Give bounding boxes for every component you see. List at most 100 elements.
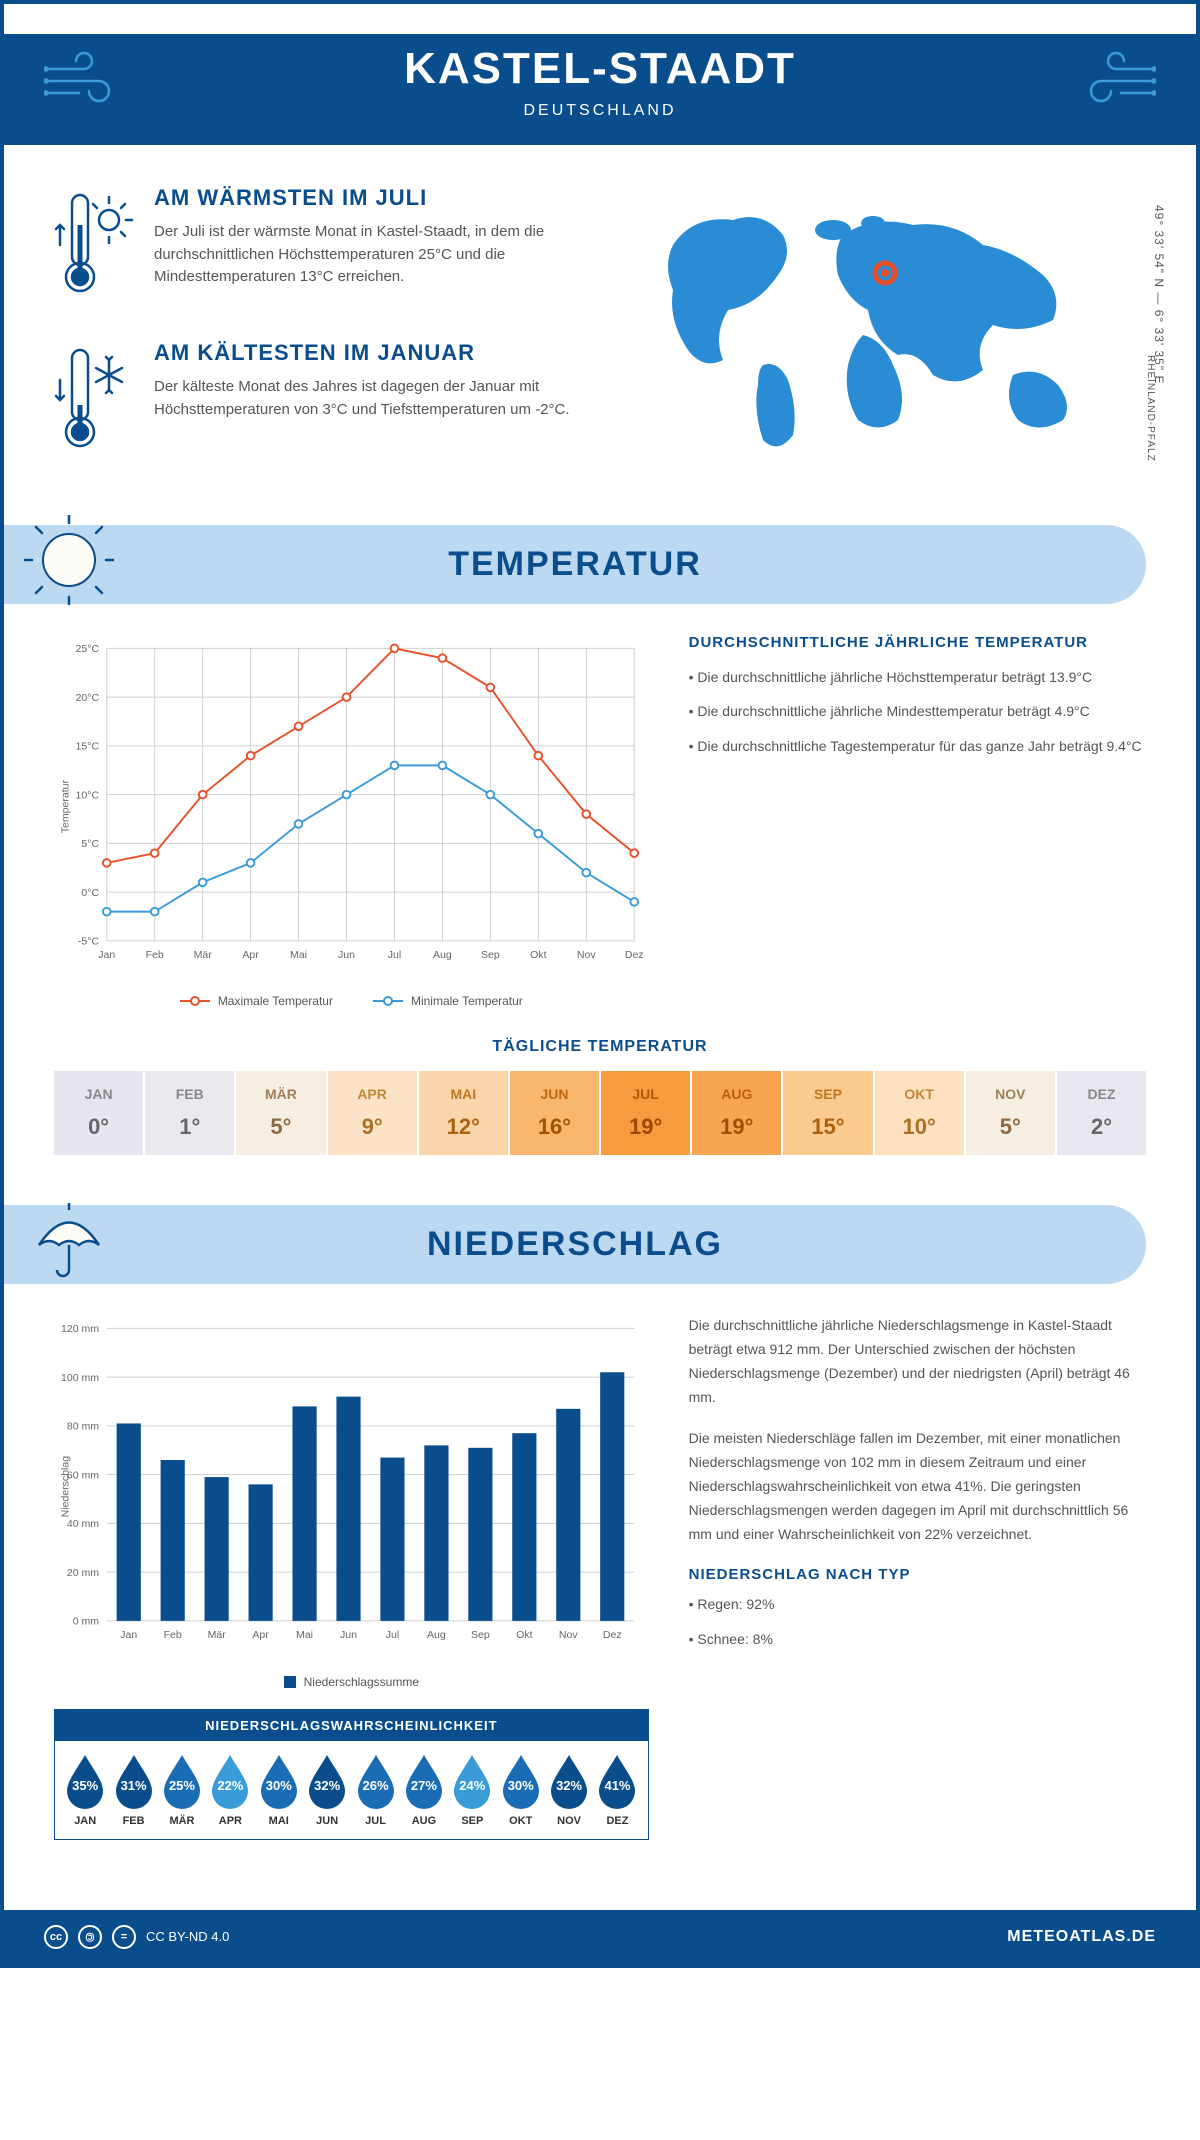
section-title: NIEDERSCHLAG [34, 1225, 1116, 1264]
footer: cc 🄯 = CC BY-ND 4.0 METEOATLAS.DE [4, 1910, 1196, 1964]
svg-text:Jun: Jun [338, 949, 355, 961]
drop-icon: 30% [499, 1753, 543, 1809]
fact-coldest: AM KÄLTESTEN IM JANUAR Der kälteste Mona… [54, 340, 580, 465]
svg-text:20°C: 20°C [76, 692, 100, 704]
by-icon: 🄯 [78, 1925, 102, 1949]
svg-text:Temperatur: Temperatur [59, 780, 71, 834]
temp-cell: AUG19° [692, 1071, 783, 1155]
section-header-temperature: TEMPERATUR [4, 525, 1146, 604]
svg-text:Nov: Nov [559, 1629, 578, 1641]
drop-icon: 26% [354, 1753, 398, 1809]
world-map [620, 185, 1146, 465]
drop-icon: 30% [257, 1753, 301, 1809]
page-subtitle: DEUTSCHLAND [404, 102, 796, 120]
svg-text:Sep: Sep [481, 949, 500, 961]
svg-text:Okt: Okt [516, 1629, 532, 1641]
section-title: TEMPERATUR [34, 545, 1116, 584]
drop-icon: 41% [595, 1753, 639, 1809]
prob-cell: 30%OKT [497, 1753, 545, 1827]
svg-text:Aug: Aug [427, 1629, 446, 1641]
daily-temp-title: TÄGLICHE TEMPERATUR [54, 1038, 1146, 1056]
svg-text:0°C: 0°C [81, 887, 99, 899]
temp-cell: JUN16° [510, 1071, 601, 1155]
prob-cell: 32%JUN [303, 1753, 351, 1827]
drop-icon: 31% [112, 1753, 156, 1809]
svg-text:Jul: Jul [388, 949, 401, 961]
content: AM WÄRMSTEN IM JULI Der Juli ist der wär… [4, 145, 1196, 1910]
precip-row: 0 mm20 mm40 mm60 mm80 mm100 mm120 mmJanF… [54, 1314, 1146, 1839]
legend-precip: Niederschlagssumme [284, 1675, 419, 1689]
prob-cell: 26%JUL [351, 1753, 399, 1827]
precip-type-bullet: • Regen: 92% [689, 1593, 1146, 1615]
svg-text:Mai: Mai [290, 949, 307, 961]
facts-column: AM WÄRMSTEN IM JULI Der Juli ist der wär… [54, 185, 580, 495]
precip-type-bullet: • Schnee: 8% [689, 1628, 1146, 1650]
precip-type-title: NIEDERSCHLAG NACH TYP [689, 1566, 1146, 1583]
stat-bullet: • Die durchschnittliche Tagestemperatur … [689, 735, 1146, 757]
stat-bullet: • Die durchschnittliche jährliche Mindes… [689, 700, 1146, 722]
title-banner: KASTEL-STAADT DEUTSCHLAND [344, 34, 856, 125]
svg-text:Apr: Apr [252, 1629, 269, 1641]
prob-row: 35%JAN31%FEB25%MÄR22%APR30%MAI32%JUN26%J… [55, 1741, 648, 1839]
page-title: KASTEL-STAADT [404, 44, 796, 94]
nd-icon: = [112, 1925, 136, 1949]
prob-title: NIEDERSCHLAGSWAHRSCHEINLICHKEIT [55, 1710, 648, 1741]
chart-legend: .legend-item:nth-child(1) .legend-line::… [54, 994, 649, 1008]
svg-text:Feb: Feb [164, 1629, 182, 1641]
stat-bullet: • Die durchschnittliche jährliche Höchst… [689, 666, 1146, 688]
temp-stats: DURCHSCHNITTLICHE JÄHRLICHE TEMPERATUR •… [689, 634, 1146, 1008]
prob-cell: 30%MAI [255, 1753, 303, 1827]
svg-text:Niederschlag: Niederschlag [59, 1456, 71, 1518]
svg-text:20 mm: 20 mm [67, 1567, 99, 1579]
drop-icon: 24% [450, 1753, 494, 1809]
prob-cell: 35%JAN [61, 1753, 109, 1827]
svg-text:Dez: Dez [603, 1629, 622, 1641]
wind-icon [1076, 49, 1156, 109]
precip-legend: Niederschlagssumme [54, 1675, 649, 1689]
prob-cell: 22%APR [206, 1753, 254, 1827]
svg-text:5°C: 5°C [81, 838, 99, 850]
svg-text:Okt: Okt [530, 949, 546, 961]
temp-cell: SEP15° [783, 1071, 874, 1155]
prob-cell: 31%FEB [109, 1753, 157, 1827]
svg-text:0 mm: 0 mm [73, 1616, 100, 1628]
drop-icon: 22% [208, 1753, 252, 1809]
stats-title: DURCHSCHNITTLICHE JÄHRLICHE TEMPERATUR [689, 634, 1146, 651]
svg-text:Apr: Apr [242, 949, 259, 961]
temp-cell: OKT10° [875, 1071, 966, 1155]
license: cc 🄯 = CC BY-ND 4.0 [44, 1925, 229, 1949]
site-name: METEOATLAS.DE [1007, 1928, 1156, 1946]
drop-icon: 25% [160, 1753, 204, 1809]
prob-cell: 41%DEZ [593, 1753, 641, 1827]
fact-title: AM WÄRMSTEN IM JULI [154, 185, 580, 211]
svg-text:80 mm: 80 mm [67, 1421, 99, 1433]
license-text: CC BY-ND 4.0 [146, 1929, 229, 1944]
precip-text: Die durchschnittliche jährliche Niedersc… [689, 1314, 1146, 1839]
drop-icon: 35% [63, 1753, 107, 1809]
prob-cell: 32%NOV [545, 1753, 593, 1827]
svg-text:Mär: Mär [208, 1629, 227, 1641]
svg-text:Jul: Jul [386, 1629, 399, 1641]
header: KASTEL-STAADT DEUTSCHLAND [4, 4, 1196, 145]
temp-cell: JUL19° [601, 1071, 692, 1155]
cc-icon: cc [44, 1925, 68, 1949]
svg-text:Jan: Jan [120, 1629, 137, 1641]
svg-text:15°C: 15°C [76, 741, 100, 753]
svg-text:120 mm: 120 mm [61, 1323, 99, 1335]
svg-text:Aug: Aug [433, 949, 452, 961]
svg-text:-5°C: -5°C [78, 936, 100, 948]
temp-chart-row: -5°C0°C5°C10°C15°C20°C25°CJanFebMärAprMa… [54, 634, 1146, 1008]
thermometer-cold-icon [54, 340, 134, 465]
precip-paragraph: Die durchschnittliche jährliche Niedersc… [689, 1314, 1146, 1409]
wind-icon [44, 49, 124, 109]
temp-cell: DEZ2° [1057, 1071, 1146, 1155]
sun-icon [24, 515, 114, 605]
svg-text:40 mm: 40 mm [67, 1518, 99, 1530]
daily-temp-table: JAN0°FEB1°MÄR5°APR9°MAI12°JUN16°JUL19°AU… [54, 1071, 1146, 1155]
precip-probability-box: NIEDERSCHLAGSWAHRSCHEINLICHKEIT 35%JAN31… [54, 1709, 649, 1840]
intro-row: AM WÄRMSTEN IM JULI Der Juli ist der wär… [54, 185, 1146, 495]
fact-text: Der kälteste Monat des Jahres ist dagege… [154, 376, 580, 421]
precipitation-bar-chart: 0 mm20 mm40 mm60 mm80 mm100 mm120 mmJanF… [54, 1314, 649, 1839]
umbrella-icon [24, 1195, 114, 1285]
svg-text:100 mm: 100 mm [61, 1372, 99, 1384]
